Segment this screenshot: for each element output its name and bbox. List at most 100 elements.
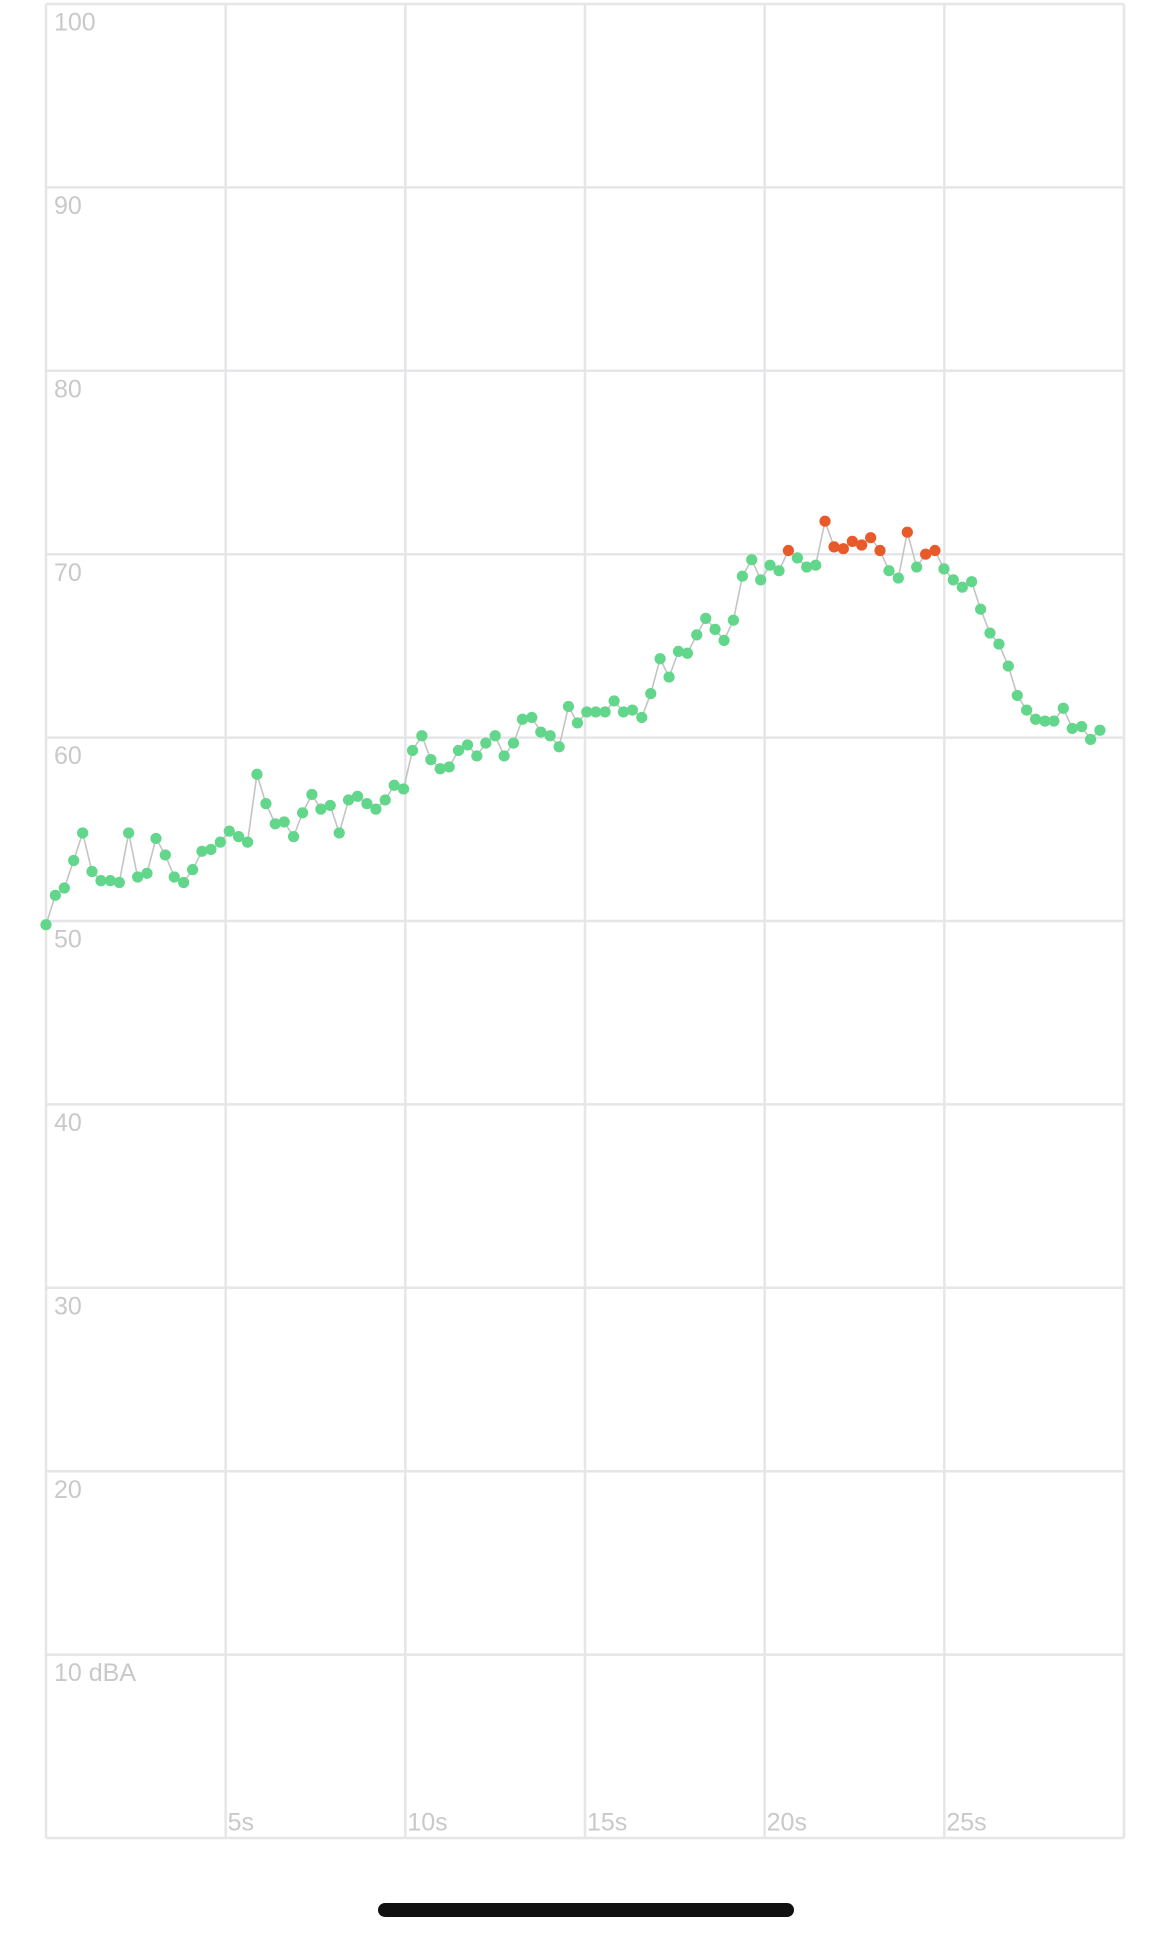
data-point [516, 713, 529, 725]
data-point [489, 730, 501, 742]
data-point [68, 854, 80, 867]
data-point [1011, 689, 1023, 702]
data-point [361, 798, 373, 810]
data-point [123, 827, 135, 839]
data-point [883, 565, 895, 577]
data-point [397, 783, 410, 795]
data-point [1048, 715, 1060, 727]
data-point [801, 561, 813, 573]
y-tick-label: 10 dBA [54, 1659, 136, 1687]
data-point [599, 706, 611, 718]
data-point [929, 544, 941, 557]
data-point [251, 768, 263, 780]
data-point [40, 919, 52, 931]
data-point [480, 737, 492, 749]
data-point [562, 700, 575, 713]
data-point [901, 526, 913, 538]
data-point [1094, 724, 1106, 736]
data-point [1039, 715, 1051, 727]
data-point [773, 565, 785, 577]
x-tick-label: 15s [587, 1809, 627, 1837]
data-point [461, 739, 474, 751]
data-point [645, 687, 657, 700]
y-tick-label: 90 [54, 192, 82, 220]
y-tick-label: 30 [54, 1292, 82, 1320]
data-point [333, 827, 345, 839]
data-point [993, 638, 1005, 650]
data-point [196, 845, 208, 857]
data-point [86, 865, 98, 878]
data-point [58, 882, 70, 894]
data-point [626, 704, 639, 716]
data-point [663, 671, 675, 683]
data-point [324, 799, 336, 812]
data-point [553, 741, 565, 753]
data-point [782, 544, 794, 557]
plot [40, 515, 1106, 931]
data-point [920, 548, 932, 560]
data-point [452, 744, 465, 757]
data-point [709, 623, 721, 635]
data-point [306, 788, 318, 801]
data-point [672, 645, 685, 658]
data-point [718, 634, 730, 646]
data-point [947, 574, 959, 586]
data-point [150, 832, 162, 845]
data-point [205, 843, 217, 856]
data-point [736, 570, 748, 582]
data-point [791, 552, 803, 564]
data-point [95, 875, 107, 887]
data-point [846, 535, 858, 547]
data-point [764, 559, 776, 571]
data-point [498, 750, 510, 762]
data-point [269, 818, 281, 830]
data-point [434, 763, 446, 775]
data-point [113, 876, 125, 889]
x-tick-label: 5s [228, 1809, 254, 1837]
x-tick-label: 10s [407, 1809, 447, 1837]
data-point [691, 629, 703, 641]
data-point [956, 581, 968, 593]
data-point [892, 572, 904, 584]
data-point [1002, 660, 1014, 672]
data-point [168, 871, 180, 883]
data-point [865, 532, 877, 544]
data-point [938, 563, 950, 575]
y-tick-label: 80 [54, 375, 82, 403]
grid: 10 dBA 20 30 40 50 60 70 80 90 100 5s 10s 15s 20s 25s [44, 2, 1126, 1840]
data-point [296, 807, 309, 819]
data-point [581, 706, 593, 718]
data-point [608, 695, 620, 707]
data-point [755, 574, 767, 586]
data-point [810, 559, 822, 571]
y-tick-label: 70 [54, 559, 82, 587]
data-point [471, 750, 483, 762]
y-tick-label: 100 [54, 9, 96, 37]
y-tick-label: 40 [54, 1109, 82, 1137]
data-point [727, 614, 740, 626]
y-tick-label: 20 [54, 1476, 82, 1504]
data-point [544, 730, 556, 742]
data-point [315, 803, 327, 815]
data-point [260, 798, 272, 810]
data-point [856, 539, 868, 551]
data-point [636, 711, 648, 724]
data-point [746, 554, 758, 566]
data-point [132, 871, 144, 883]
data-point [388, 779, 400, 791]
data-point [874, 544, 886, 557]
x-tick-label: 20s [767, 1809, 807, 1837]
data-point [911, 561, 923, 573]
data-point [416, 730, 428, 742]
data-point [535, 726, 547, 738]
data-point [1066, 722, 1078, 735]
data-point [526, 711, 538, 724]
data-point [425, 754, 437, 766]
data-point [278, 816, 290, 828]
data-point [828, 541, 840, 553]
data-point [406, 744, 419, 757]
data-point [975, 603, 987, 615]
data-point [590, 706, 602, 718]
data-point [223, 825, 235, 837]
data-point [287, 831, 300, 843]
